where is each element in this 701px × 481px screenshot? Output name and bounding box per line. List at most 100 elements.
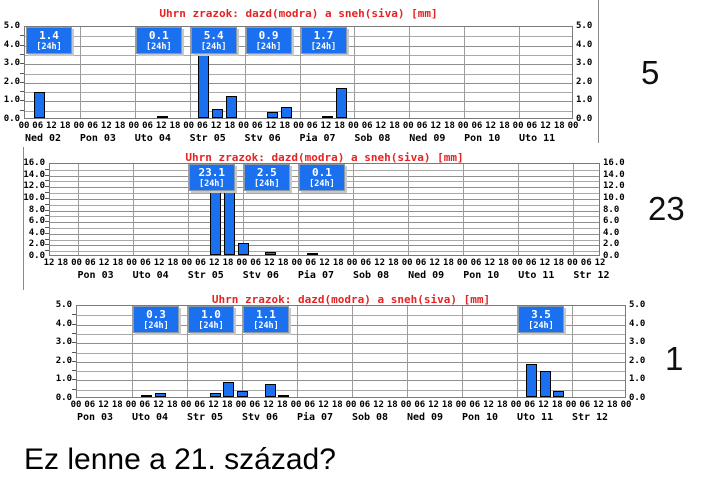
x-tick-label: 06 xyxy=(197,121,208,131)
y-tick-mark xyxy=(72,361,76,362)
badge-value: 3.5 xyxy=(531,308,551,321)
precip-bar xyxy=(322,116,333,118)
x-day-label: Pon 03 xyxy=(77,270,114,281)
daily-total-badge: 0.1 [24h] xyxy=(298,164,345,191)
x-tick-label: 18 xyxy=(221,400,233,410)
badge-value: 5.4 xyxy=(203,29,224,42)
gridline-v-day xyxy=(352,306,353,397)
x-tick-label: 06 xyxy=(140,258,151,268)
y-axis-label-left: 4.0 xyxy=(55,319,72,329)
badge-period-label: [24h] xyxy=(310,42,337,52)
badge-value: 1.4 xyxy=(39,29,59,42)
gridline-h xyxy=(50,216,599,217)
y-tick-mark xyxy=(45,233,49,234)
x-tick-label: 12 xyxy=(265,121,277,131)
gridline-v-day xyxy=(298,164,299,255)
x-tick-label: 06 xyxy=(84,258,96,268)
badge-period-label: [24h] xyxy=(253,321,279,331)
x-day-label: Ned 09 xyxy=(406,412,444,423)
gridline-h xyxy=(77,325,625,326)
y-axis-label-right: 16.0 xyxy=(603,158,625,168)
x-tick-label: 12 xyxy=(484,258,496,268)
gridline-v-day xyxy=(463,164,464,255)
precip-bar xyxy=(307,253,318,255)
x-tick-label: 12 xyxy=(263,400,274,410)
y-axis-label-right: 4.0 xyxy=(603,228,620,238)
x-day-label: Pia 07 xyxy=(297,270,334,281)
y-axis-label-left: 14.0 xyxy=(23,170,45,180)
x-tick-label: 00 xyxy=(73,121,85,131)
x-tick-label: 00 xyxy=(402,121,414,131)
x-tick-label: 12 xyxy=(153,258,165,268)
gridline-v-day xyxy=(242,306,243,397)
y-tick-mark xyxy=(20,110,24,111)
y-tick-mark xyxy=(20,35,24,36)
x-tick-label: 00 xyxy=(181,258,193,268)
y-axis-label-right: 3.0 xyxy=(629,337,646,347)
precip-bar xyxy=(281,107,292,118)
plot-area xyxy=(24,26,573,119)
y-tick-mark xyxy=(45,169,49,170)
x-tick-label: 06 xyxy=(304,400,316,410)
gridline-h xyxy=(25,46,572,47)
x-tick-label: 00 xyxy=(510,400,522,410)
gridline-h xyxy=(77,371,625,372)
gridline-h xyxy=(50,193,599,194)
x-tick-label: 12 xyxy=(318,400,329,410)
badge-value: 1.1 xyxy=(256,308,276,321)
x-day-label: Str 12 xyxy=(573,270,610,281)
x-tick-label: 12 xyxy=(320,121,332,131)
y-tick-mark xyxy=(20,82,24,83)
gridline-h xyxy=(25,74,572,75)
x-tick-label: 18 xyxy=(551,400,563,410)
x-tick-label: 00 xyxy=(291,258,303,268)
x-tick-label: 12 xyxy=(430,121,442,131)
y-axis-label-right: 14.0 xyxy=(603,170,625,180)
gridline-v-day xyxy=(243,164,244,255)
x-tick-label: 18 xyxy=(498,121,510,131)
y-tick-mark xyxy=(45,227,49,228)
daily-total-badge: 1.4 [24h] xyxy=(26,27,72,54)
x-tick-label: 06 xyxy=(415,258,427,268)
gridline-h xyxy=(25,111,572,112)
x-day-label: Sob 08 xyxy=(351,412,389,423)
x-day-label: Pon 10 xyxy=(464,133,501,144)
y-axis-label-right: 12.0 xyxy=(603,181,625,191)
x-tick-label: 18 xyxy=(443,258,454,268)
y-axis-label-right: 1.0 xyxy=(576,95,593,105)
gridline-h xyxy=(25,83,572,84)
y-axis-label-right: 0.0 xyxy=(603,251,620,261)
x-tick-label: 06 xyxy=(524,400,536,410)
badge-period-label: [24h] xyxy=(200,42,227,52)
x-tick-label: 12 xyxy=(319,258,330,268)
x-tick-label: 18 xyxy=(387,258,399,268)
x-tick-label: 12 xyxy=(100,121,112,131)
y-axis-label-right: 4.0 xyxy=(576,40,593,50)
x-tick-label: 06 xyxy=(526,121,538,131)
x-tick-label: 12 xyxy=(210,121,222,131)
chart-title: Uhrn zrazok: dazd(modra) a sneh(siva) [m… xyxy=(211,293,491,306)
gridline-v-day xyxy=(188,164,189,255)
gridline-v-day xyxy=(135,27,136,118)
x-tick-label: 18 xyxy=(386,400,398,410)
y-axis-label-left: 8.0 xyxy=(28,205,45,215)
badge-period-label: [24h] xyxy=(146,42,172,52)
badge-period-label: [24h] xyxy=(36,42,62,52)
x-tick-label: 00 xyxy=(457,121,469,131)
gridline-h xyxy=(50,228,599,229)
x-tick-label: 00 xyxy=(183,121,195,131)
x-day-label: Uto 04 xyxy=(131,412,169,423)
y-axis-label-left: 2.0 xyxy=(55,356,72,366)
x-tick-label: 00 xyxy=(400,400,412,410)
y-axis-label-left: 5.0 xyxy=(3,21,20,31)
precip-bar xyxy=(226,96,237,118)
x-tick-label: 12 xyxy=(374,258,386,268)
x-day-label: Pon 03 xyxy=(79,133,116,144)
x-tick-label: 00 xyxy=(456,258,468,268)
y-axis-label-left: 6.0 xyxy=(28,216,45,226)
gridline-h xyxy=(77,315,625,316)
gridline-v-day xyxy=(354,27,355,118)
x-day-label: Stv 06 xyxy=(241,412,279,423)
x-tick-label: 12 xyxy=(98,258,110,268)
